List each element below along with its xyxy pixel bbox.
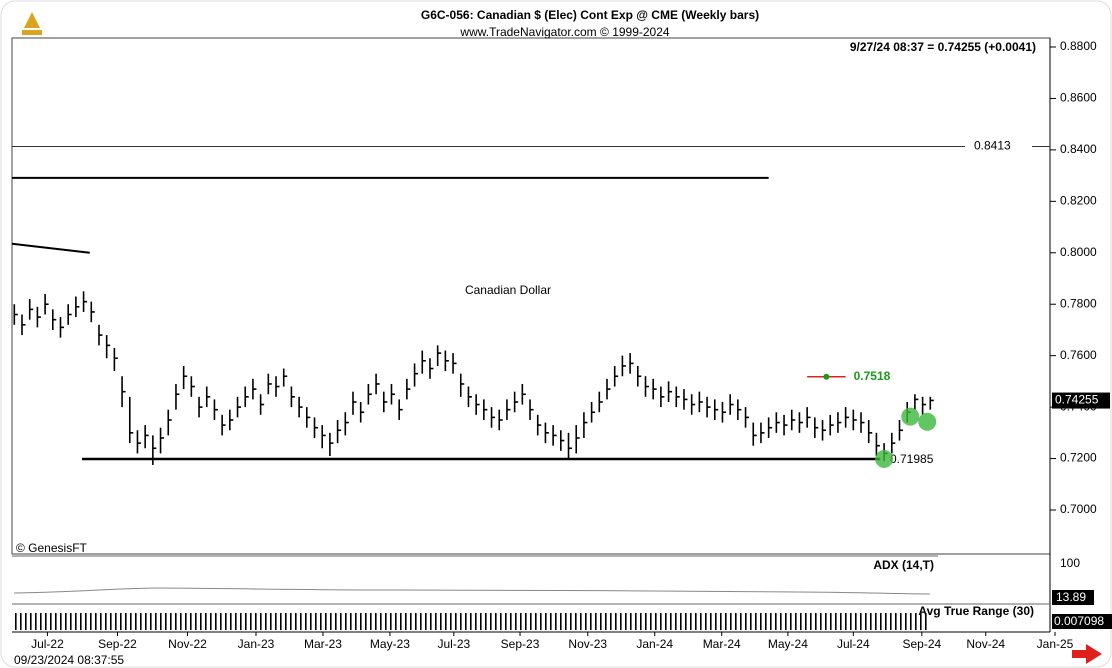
x-tick-label: Mar-24 bbox=[703, 637, 741, 651]
x-tick-label: Nov-22 bbox=[168, 637, 207, 651]
y-tick-label: 0.8200 bbox=[1060, 194, 1097, 208]
title: G6C-056: Canadian $ (Elec) Cont Exp @ CM… bbox=[421, 8, 759, 22]
atr-name: Avg True Range (30) bbox=[918, 604, 1034, 618]
last-label: 0.74255 bbox=[1055, 393, 1099, 407]
target-label: 0.7518 bbox=[854, 369, 891, 383]
adx-top: 100 bbox=[1060, 556, 1080, 570]
x-tick-label: Nov-23 bbox=[568, 637, 607, 651]
x-tick-label: Jan-23 bbox=[238, 637, 275, 651]
y-tick-label: 0.7200 bbox=[1060, 451, 1097, 465]
x-tick-label: Jan-25 bbox=[1037, 637, 1074, 651]
marker bbox=[875, 449, 894, 468]
timestamp: 09/23/2024 08:37:55 bbox=[14, 653, 124, 667]
x-tick-label: May-23 bbox=[370, 637, 410, 651]
y-tick-label: 0.8400 bbox=[1060, 142, 1097, 156]
x-tick-label: Sep-24 bbox=[902, 637, 941, 651]
x-tick-label: Jul-24 bbox=[837, 637, 870, 651]
adx-tag bbox=[1052, 590, 1094, 605]
marker bbox=[918, 412, 937, 431]
support-label: 0.71985 bbox=[890, 452, 934, 466]
adx-name: ADX (14,T) bbox=[873, 558, 934, 572]
trend-line bbox=[11, 242, 90, 254]
atr-tag bbox=[1052, 614, 1112, 629]
header: 9/27/24 08:37 = 0.74255 (+0.0041) bbox=[850, 40, 1036, 54]
target-dot bbox=[823, 373, 830, 380]
y-tick-label: 0.7000 bbox=[1060, 502, 1097, 516]
y-tick-label: 0.8800 bbox=[1060, 39, 1097, 53]
x-tick-label: Jul-22 bbox=[31, 637, 64, 651]
marker bbox=[901, 407, 920, 426]
atr-bars bbox=[14, 613, 930, 630]
x-tick-label: Sep-23 bbox=[501, 637, 540, 651]
logo bbox=[22, 12, 42, 35]
last-tag bbox=[1052, 392, 1110, 409]
x-tick-label: Jan-24 bbox=[636, 637, 673, 651]
atr-value: 0.007098 bbox=[1054, 614, 1104, 628]
x-tick-label: May-24 bbox=[768, 637, 808, 651]
credit: © GenesisFT bbox=[16, 541, 88, 555]
level-label: 0.8413 bbox=[974, 139, 1011, 153]
y-tick-label: 0.7600 bbox=[1060, 348, 1097, 362]
adx-line bbox=[13, 587, 931, 595]
y-tick-label: 0.7800 bbox=[1060, 296, 1097, 310]
y-tick-label: 0.8000 bbox=[1060, 245, 1097, 259]
x-tick-label: Sep-22 bbox=[98, 637, 137, 651]
x-tick-label: Mar-23 bbox=[304, 637, 342, 651]
x-tick-label: Nov-24 bbox=[966, 637, 1005, 651]
arrow-icon[interactable] bbox=[1072, 644, 1102, 664]
adx-value: 13.89 bbox=[1056, 590, 1086, 604]
y-tick-label: 0.8600 bbox=[1060, 91, 1097, 105]
x-tick-label: Jul-23 bbox=[437, 637, 470, 651]
subtitle: www.TradeNavigator.com © 1999-2024 bbox=[459, 25, 669, 39]
annotation: Canadian Dollar bbox=[465, 283, 551, 297]
